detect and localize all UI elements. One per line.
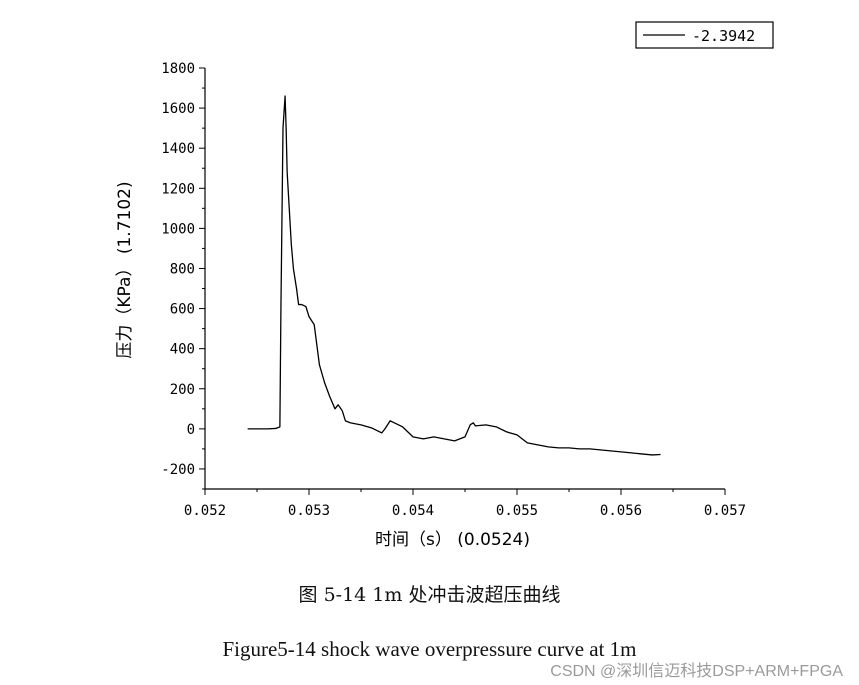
x-tick-label: 0.055 <box>496 503 538 519</box>
y-tick-label: 0 <box>187 422 195 438</box>
x-axis-label: 时间（s） (0.0524) <box>375 530 530 550</box>
y-tick-label: 400 <box>170 342 195 358</box>
y-tick-label: 1000 <box>161 221 195 237</box>
y-tick-label: 200 <box>170 382 195 398</box>
x-tick-label: 0.052 <box>184 503 226 519</box>
legend-label: -2.3942 <box>692 27 755 45</box>
series-line <box>247 95 661 456</box>
y-tick-label: 1200 <box>161 181 195 197</box>
y-tick-label: 1800 <box>161 61 195 77</box>
y-tick-label: 1400 <box>161 141 195 157</box>
y-tick-label: 800 <box>170 261 195 277</box>
watermark: CSDN @深圳信迈科技DSP+ARM+FPGA <box>550 663 843 680</box>
x-tick-label: 0.054 <box>392 503 434 519</box>
x-tick-label: 0.053 <box>288 503 330 519</box>
figure-caption-en: Figure5-14 shock wave overpressure curve… <box>222 637 637 661</box>
y-tick-label: 600 <box>170 302 195 318</box>
series-group <box>247 95 661 456</box>
ticks: 0.052 0.053 0.054 0.055 0.056 0.057 -200 0 200 40… <box>161 61 746 519</box>
y-axis-label: 压力（KPa） (1.7102) <box>115 181 135 358</box>
legend: -2.3942 <box>635 21 774 49</box>
x-tick-label: 0.057 <box>704 503 746 519</box>
y-tick-label: 1600 <box>161 101 195 117</box>
chart-svg: -2.3942 0.052 0.053 0.054 0.055 0.056 0.057 -2… <box>115 21 774 550</box>
figure-caption-cn: 图 5-14 1m 处冲击波超压曲线 <box>298 584 561 606</box>
y-tick-label: -200 <box>161 462 195 478</box>
x-tick-label: 0.056 <box>600 503 642 519</box>
